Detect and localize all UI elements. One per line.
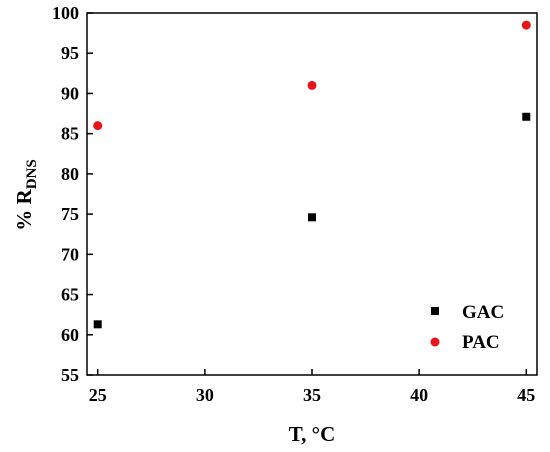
y-axis-title-main: % R [12,188,36,230]
x-tick-label: 30 [196,385,214,405]
legend-marker-gac [431,307,439,315]
y-tick-label: 65 [61,285,79,305]
legend-marker-pac [430,337,440,347]
data-point-gac [93,320,102,329]
y-tick-label: 60 [61,325,79,345]
y-tick-label: 85 [61,124,79,144]
data-point-pac [307,80,317,90]
data-point-gac [522,112,531,121]
y-tick-label: 70 [61,244,79,264]
y-tick-label: 100 [52,3,79,23]
x-tick-label: 35 [303,385,321,405]
x-axis-ticks: 25 30 35 40 45 [89,369,535,405]
data-point-gac [308,213,316,222]
y-tick-label: 75 [61,204,79,224]
legend-label-gac: GAC [462,302,504,323]
x-axis-title: T, °C [289,422,336,446]
x-tick-label: 40 [410,385,428,405]
y-axis-title-subscript: DNS [24,159,40,189]
legend: GAC PAC [430,302,504,353]
y-tick-label: 55 [61,365,79,385]
data-point-pac [521,20,531,30]
data-point-pac [93,121,103,131]
y-tick-label: 80 [61,164,79,184]
y-tick-label: 95 [61,43,79,63]
y-axis-title: % RDNS [12,159,40,230]
x-tick-label: 45 [517,385,535,405]
data-points [93,20,531,329]
y-tick-label: 90 [61,83,79,103]
x-tick-label: 25 [89,385,107,405]
legend-label-pac: PAC [462,332,500,353]
y-axis-ticks: 55 60 65 70 75 80 85 90 95 100 [52,3,93,385]
